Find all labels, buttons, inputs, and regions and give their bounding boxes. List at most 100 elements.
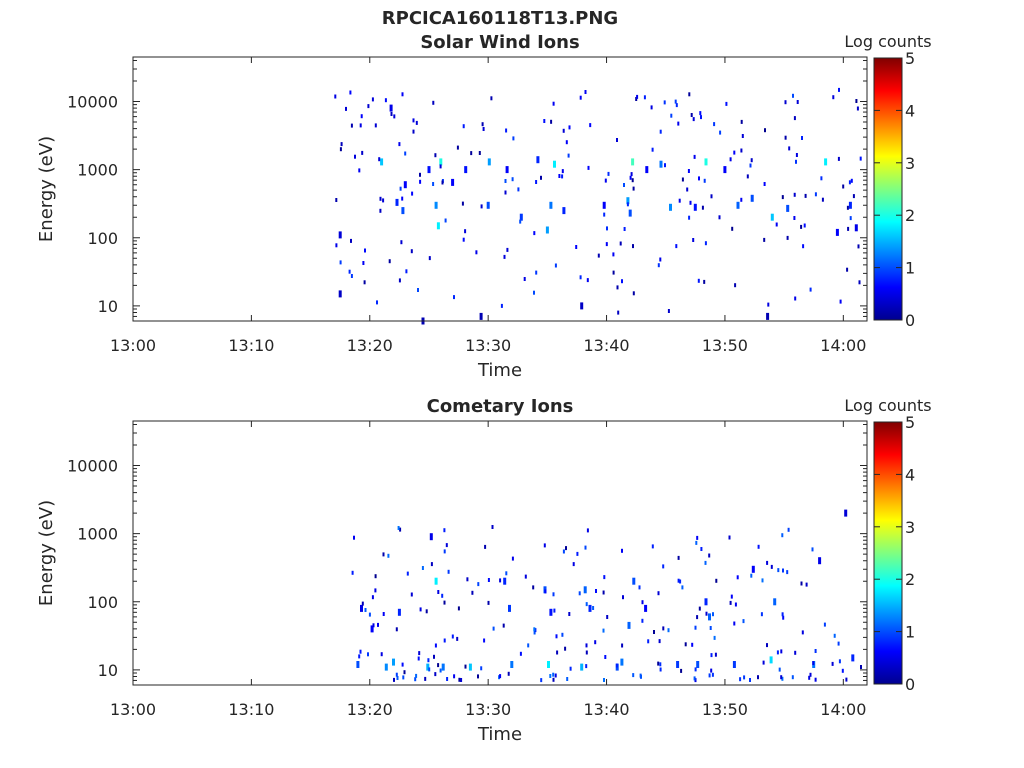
x-tick-label: 13:20: [347, 336, 393, 355]
heatmap-cell: [641, 600, 644, 605]
heatmap-cell: [380, 652, 383, 657]
heatmap-cell: [818, 557, 822, 565]
heatmap-cell: [451, 178, 455, 186]
heatmap-cell: [389, 104, 393, 112]
heatmap-cell: [833, 633, 836, 638]
heatmap-cell: [636, 94, 639, 99]
colorbar-tick-label: 3: [905, 154, 915, 173]
heatmap-cell: [701, 205, 704, 210]
panel-title: Cometary Ions: [427, 396, 574, 417]
heatmap-cell: [500, 303, 503, 308]
heatmap-cell: [657, 263, 660, 268]
heatmap-cell: [823, 622, 826, 627]
heatmap-cell: [549, 608, 553, 616]
heatmap-cell: [626, 197, 630, 205]
heatmap-cell: [674, 99, 677, 104]
heatmap-cell: [770, 213, 774, 221]
heatmap-cell: [780, 649, 783, 654]
heatmap-cell: [443, 600, 446, 605]
heatmap-cell: [743, 675, 746, 680]
heatmap-cell: [583, 586, 587, 594]
heatmap-cell: [437, 663, 440, 668]
heatmap-cell: [410, 592, 413, 597]
heatmap-cell: [632, 186, 635, 191]
heatmap-cell: [730, 594, 733, 599]
heatmap-cell: [397, 608, 401, 616]
heatmap-cell: [781, 195, 784, 200]
heatmap-cell: [505, 166, 509, 174]
heatmap-cell: [858, 280, 861, 285]
colorbar-tick-label: 0: [905, 675, 915, 694]
heatmap-cell: [578, 591, 581, 596]
heatmap-cell: [804, 193, 807, 198]
heatmap-cell: [377, 622, 379, 627]
heatmap-cell: [855, 99, 858, 103]
heatmap-cell: [749, 678, 751, 682]
heatmap-cell: [579, 275, 582, 280]
heatmap-cell: [553, 608, 556, 613]
heatmap-cell: [439, 164, 442, 169]
heatmap-cell: [585, 664, 588, 669]
heatmap-cell: [811, 547, 814, 552]
y-tick-label: 10: [98, 661, 118, 680]
colorbar-ticks: 0 1 2 3 4 5: [874, 413, 915, 694]
heatmap-cell: [801, 136, 803, 140]
heatmap-cell: [695, 540, 698, 545]
heatmap-cell: [552, 672, 555, 677]
heatmap-cell: [507, 671, 510, 676]
heatmap-cell: [527, 643, 530, 648]
heatmap-cell: [663, 100, 666, 105]
x-axis: 13:00 13:10 13:20 13:30 13:40 13:50 14:00: [110, 57, 866, 355]
heatmap-cell: [621, 643, 624, 648]
x-axis-label: Time: [477, 724, 522, 745]
heatmap-cell: [354, 154, 356, 159]
heatmap-cell: [667, 309, 670, 313]
heatmap-cell: [508, 604, 511, 612]
heatmap-cell: [370, 625, 374, 633]
heatmap-cell: [388, 259, 391, 264]
heatmap-cell: [775, 222, 778, 227]
heatmap-cell: [384, 663, 388, 671]
heatmap-cell: [561, 169, 564, 174]
heatmap-cell: [477, 674, 479, 679]
heatmap-cell: [653, 630, 655, 634]
colorbar-tick-label: 2: [905, 570, 915, 589]
heatmap-cell: [567, 153, 570, 158]
heatmap-cell: [393, 114, 396, 119]
heatmap-cell: [439, 158, 443, 166]
heatmap-cell: [670, 113, 673, 118]
heatmap-cell: [401, 207, 405, 215]
heatmap-cell: [421, 566, 424, 570]
heatmap-cell: [517, 187, 520, 192]
heatmap-cell: [392, 658, 395, 666]
heatmap-cell: [434, 672, 437, 677]
heatmap-cell: [426, 663, 430, 671]
heatmap-cell: [796, 100, 799, 104]
heatmap-cell: [432, 100, 435, 105]
x-axis-label: Time: [477, 360, 522, 381]
heatmap-cell: [719, 130, 722, 135]
heatmap-cell: [406, 571, 409, 576]
heatmap-cell: [558, 174, 561, 178]
heatmap-cell: [766, 560, 769, 565]
heatmap-cell: [763, 182, 766, 186]
y-axis: 10 100 1000 10000: [67, 59, 867, 322]
x-tick-label: 14:00: [820, 700, 866, 719]
heatmap-cell: [503, 254, 506, 259]
heatmap-cell: [708, 613, 711, 621]
heatmap-cell: [568, 125, 571, 130]
heatmap-cell: [699, 111, 702, 116]
heatmap-cell: [782, 615, 785, 620]
colorbar-scale: [873, 421, 903, 685]
heatmap-cell: [750, 158, 753, 163]
heatmap-cell: [564, 646, 567, 651]
heatmap-cell: [606, 226, 608, 231]
heatmap-cell: [746, 174, 749, 179]
heatmap-cell: [403, 670, 406, 675]
heatmap-cell: [645, 166, 649, 174]
heatmap-cell: [433, 654, 435, 659]
heatmap-cell: [832, 95, 835, 100]
heatmap-cell: [623, 183, 625, 187]
colorbar-tick-label: 4: [905, 465, 915, 484]
